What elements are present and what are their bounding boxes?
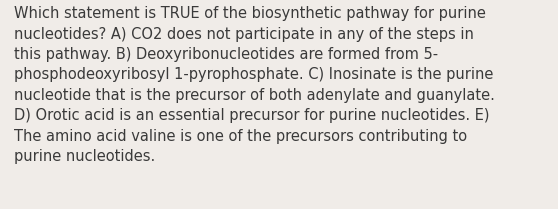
Text: Which statement is TRUE of the biosynthetic pathway for purine
nucleotides? A) C: Which statement is TRUE of the biosynthe… xyxy=(14,6,495,164)
